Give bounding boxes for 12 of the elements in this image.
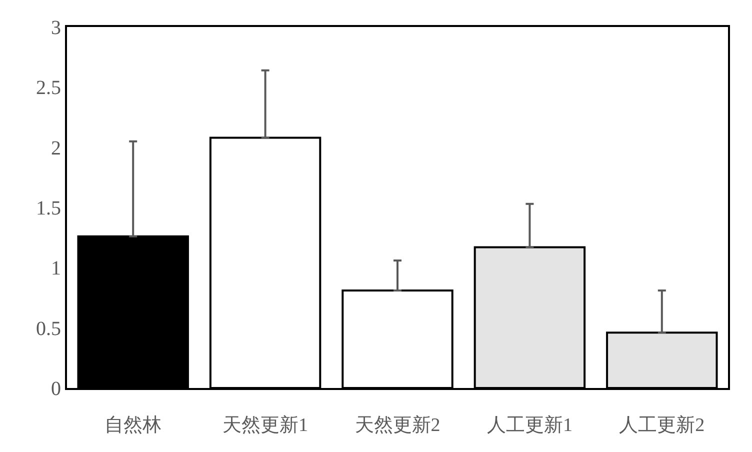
x-tick-label: 天然更新1: [222, 414, 308, 436]
x-tick-label: 自然林: [104, 414, 162, 436]
y-tick-label: 0.5: [36, 318, 61, 340]
y-tick-label: 2.5: [36, 77, 61, 100]
x-tick-label: 天然更新2: [354, 414, 440, 436]
y-tick-label: 2: [51, 137, 61, 160]
y-tick-label: 1: [51, 258, 61, 280]
y-tick-label: 0: [51, 378, 61, 400]
y-tick-label: 3: [51, 17, 61, 39]
x-tick-label: 人工更新1: [486, 414, 572, 436]
x-tick-label: 人工更新2: [619, 414, 705, 436]
y-tick-label: 1.5: [36, 198, 61, 220]
